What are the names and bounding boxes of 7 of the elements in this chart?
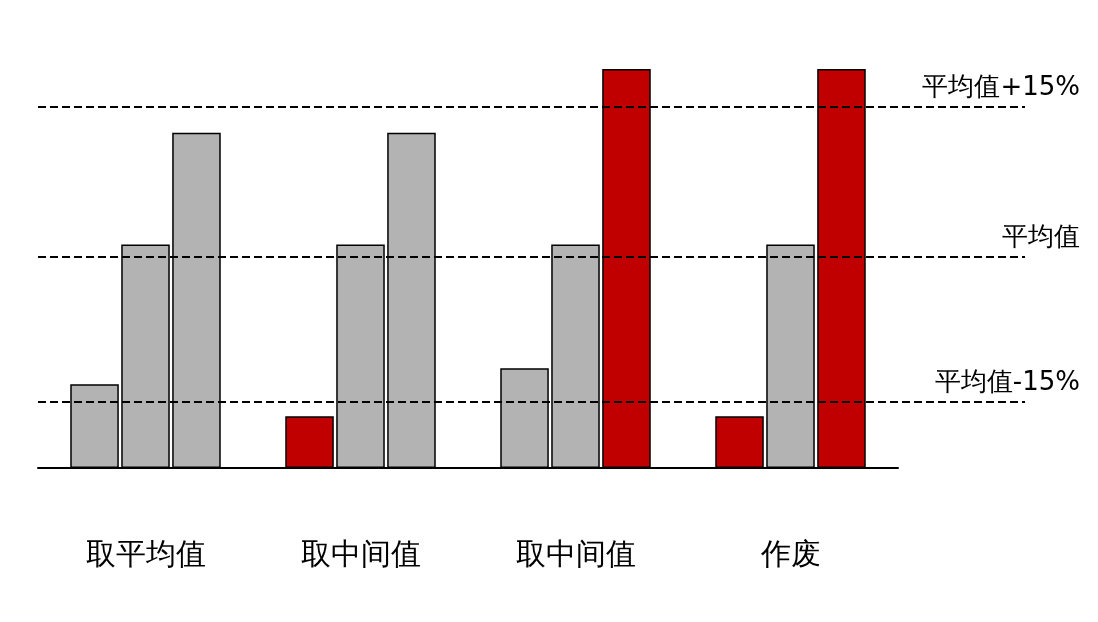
x-tick-label: 取中间值: [300, 535, 421, 571]
ref-line-label: 平均值+15%: [922, 70, 1080, 101]
ref-line-label: 平均值: [1002, 220, 1080, 251]
x-tick-label: 取中间值: [515, 535, 636, 571]
x-tick-label: 作废: [759, 535, 821, 571]
ref-line-label: 平均值-15%: [934, 366, 1080, 397]
x-tick-label: 取平均值: [85, 535, 206, 571]
